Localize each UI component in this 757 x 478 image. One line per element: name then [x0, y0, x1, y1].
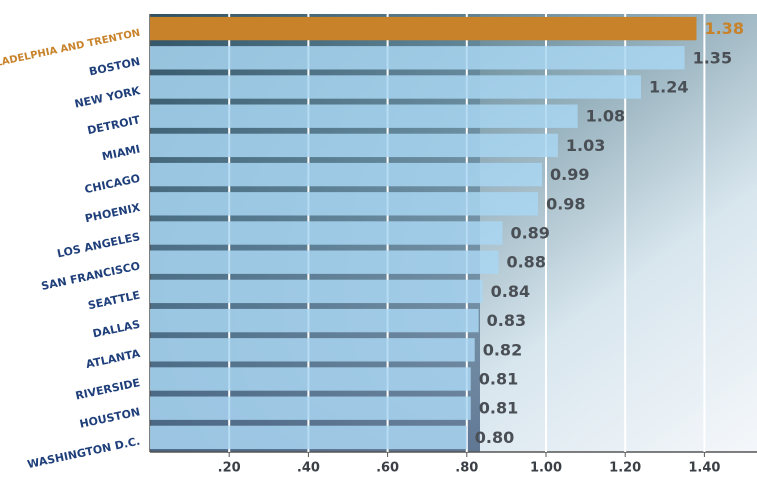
bar: [150, 367, 471, 391]
bar: [150, 396, 471, 420]
value-label: 1.03: [566, 136, 605, 155]
value-label: 1.08: [586, 107, 625, 126]
value-label: 0.99: [550, 165, 589, 184]
value-label: 0.80: [475, 428, 514, 447]
value-label: 0.98: [546, 194, 585, 213]
value-label: 0.82: [483, 340, 522, 359]
bar: [150, 221, 503, 245]
bar: [150, 75, 642, 99]
bar: [150, 250, 499, 274]
bar: [150, 104, 578, 128]
x-tick-label: .40: [297, 461, 320, 476]
value-label: 0.88: [506, 253, 545, 272]
bar: [150, 308, 479, 333]
bar: [150, 279, 483, 304]
bar: [150, 338, 475, 362]
x-tick-label: 1.40: [688, 461, 720, 476]
bar: [150, 46, 685, 70]
x-tick-label: .20: [218, 461, 241, 476]
bar: [150, 162, 543, 187]
x-tick-label: .60: [376, 461, 399, 476]
x-tick-label: 1.20: [609, 461, 641, 476]
value-label: 0.89: [510, 224, 549, 243]
value-label: 1.24: [649, 78, 688, 97]
value-label: 0.81: [479, 399, 518, 418]
value-label: 1.35: [693, 48, 732, 67]
value-label: 1.38: [704, 19, 743, 38]
x-tick-label: .80: [455, 461, 478, 476]
bar: [150, 16, 697, 41]
value-label: 0.83: [487, 311, 526, 330]
bar: [150, 192, 539, 216]
value-label: 0.81: [479, 370, 518, 389]
value-label: 0.84: [491, 282, 530, 301]
x-tick-label: 1.00: [530, 461, 562, 476]
bar: [150, 133, 558, 158]
bar: [150, 425, 467, 450]
